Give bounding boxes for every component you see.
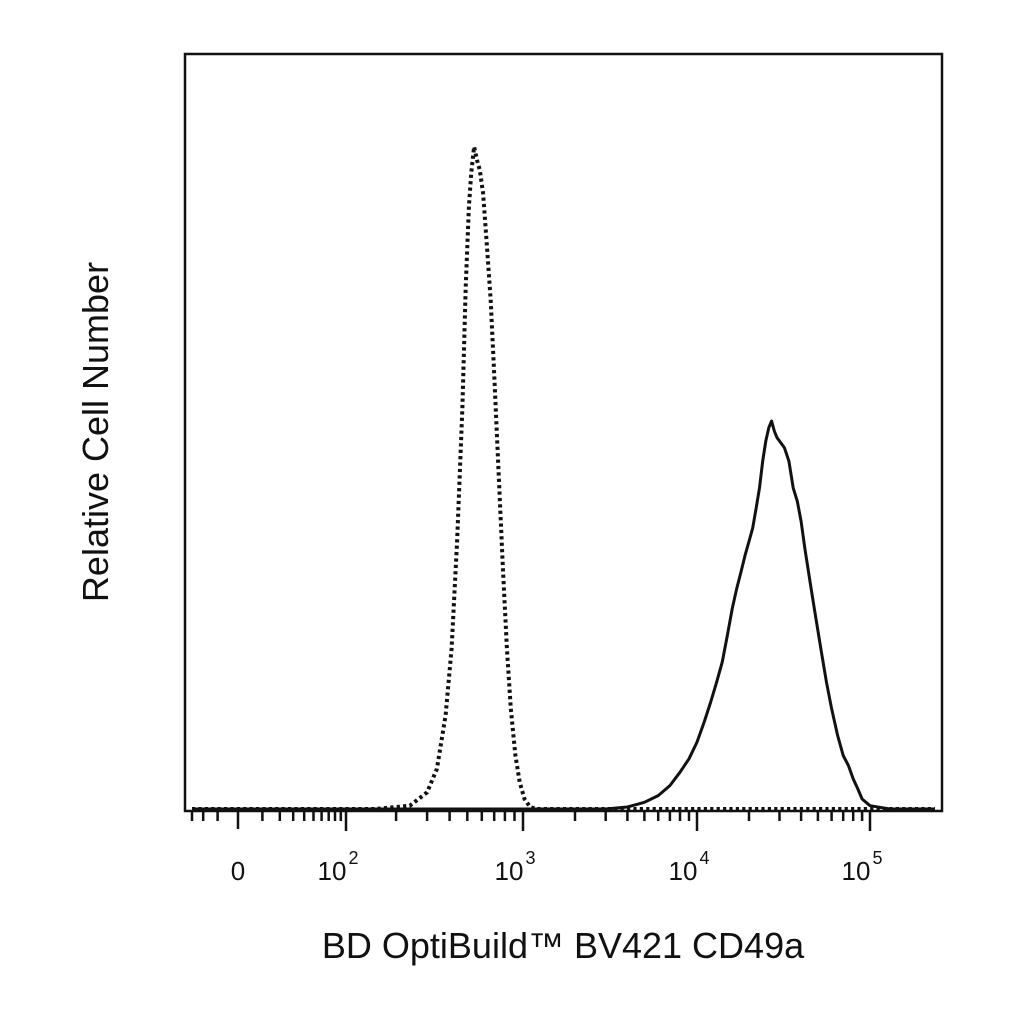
x-tick-label: 10 3 (495, 848, 536, 886)
x-tick-label: 0 (231, 856, 245, 886)
series-line-dotted (192, 144, 935, 811)
x-axis-ticks (190, 811, 872, 831)
x-axis-tick-labels: 0 10 2 10 3 10 4 10 5 (231, 848, 883, 886)
x-tick-label: 10 2 (318, 848, 359, 886)
series-layer (192, 144, 935, 811)
series-line-solid (192, 419, 935, 811)
x-tick-label: 10 4 (669, 848, 710, 886)
x-tick-label: 10 5 (842, 848, 883, 886)
y-axis-title: Relative Cell Number (75, 262, 116, 602)
x-axis-title: BD OptiBuild™ BV421 CD49a (322, 925, 805, 966)
